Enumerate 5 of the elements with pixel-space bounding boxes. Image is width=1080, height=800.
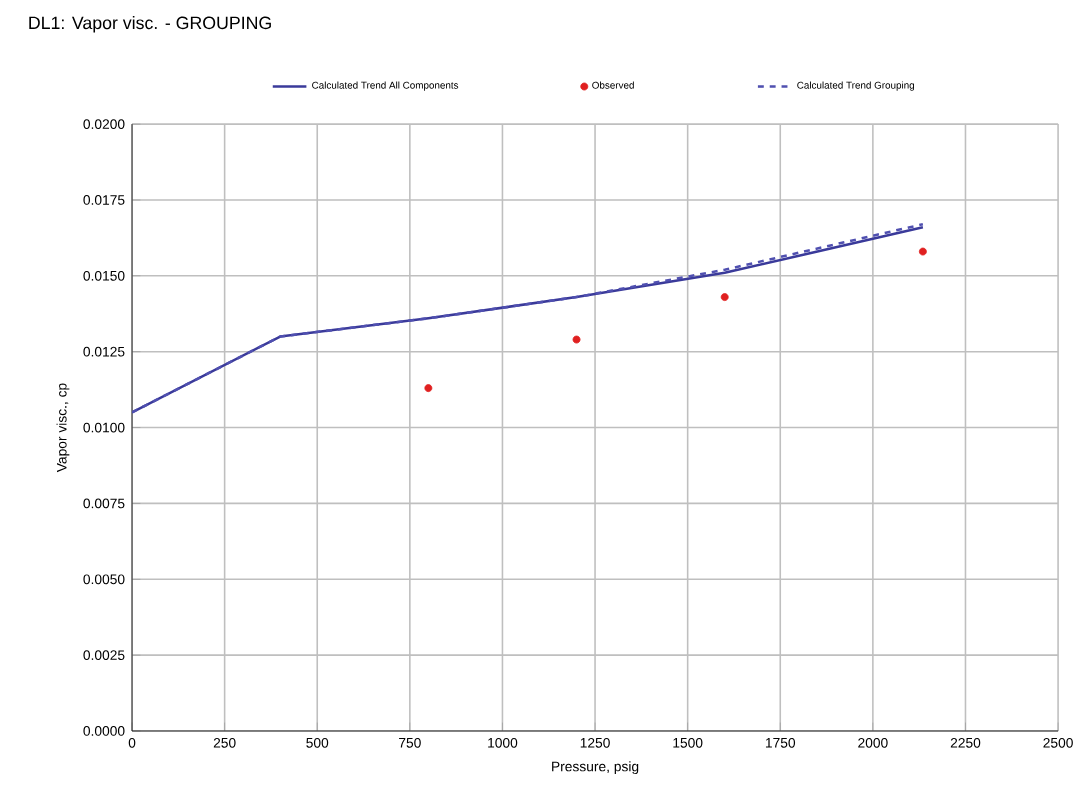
point <box>424 384 433 393</box>
point <box>918 247 927 256</box>
point <box>572 335 581 344</box>
point <box>720 293 729 302</box>
chart-title: DL1: Vapor visc. - GROUPING <box>29 16 271 33</box>
